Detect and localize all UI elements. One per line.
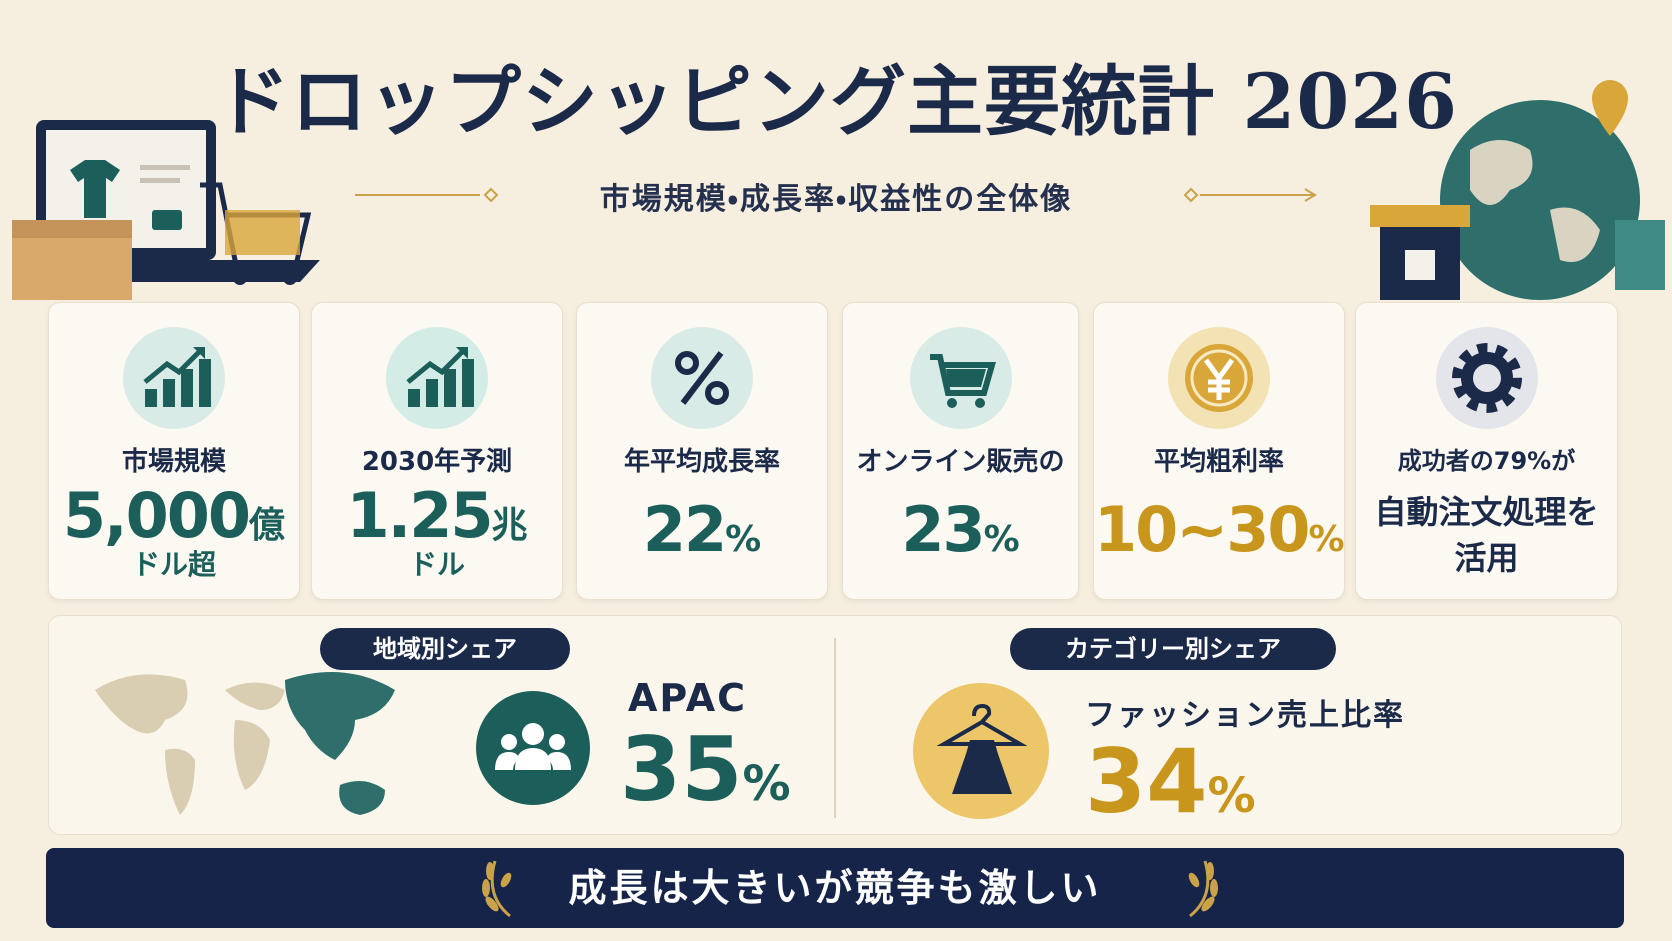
stat-card: 成功者の79%が 自動注文処理を 活用 <box>1355 302 1618 600</box>
card-line: 自動注文処理を <box>1374 493 1599 531</box>
card-label: 2030年予測 <box>361 447 513 477</box>
unit: % <box>1308 519 1345 560</box>
yen-icon <box>1168 327 1270 429</box>
card-value: 23% <box>843 493 1078 566</box>
cart-icon <box>909 327 1012 429</box>
stat-card: 市場規模 5,000億 ドル超 <box>48 302 300 600</box>
unit: 兆 <box>491 505 528 546</box>
footer-banner: 成長は大きいが競争も激しい <box>46 848 1624 928</box>
laurel-right <box>1188 860 1218 918</box>
gear-icon <box>1435 327 1538 429</box>
unit: % <box>1207 768 1256 824</box>
unit: % <box>983 519 1020 560</box>
stat-card: 年平均成長率 22% <box>576 302 828 600</box>
chart-icon <box>123 327 225 429</box>
unit: % <box>742 756 791 812</box>
stat-card: オンライン販売の 23% <box>842 302 1079 600</box>
dress-icon <box>913 683 1049 819</box>
category-value: 34% <box>1085 730 1256 833</box>
region-value: 35% <box>620 718 791 821</box>
title: ドロップシッピング主要統計 2026 <box>214 57 1458 146</box>
laurel-left <box>482 860 512 918</box>
subtitle: 市場規模・成長率・収益性の全体像 <box>599 182 1073 217</box>
value: 1.25 <box>346 479 494 552</box>
value: 22 <box>642 493 727 566</box>
world-map <box>95 672 395 815</box>
category-label: ファッション売上比率 <box>1085 698 1405 733</box>
category-badge: カテゴリー別シェア <box>1010 628 1336 670</box>
value: 35 <box>620 718 743 821</box>
value: 5,000 <box>62 479 251 552</box>
percent-icon <box>651 327 753 429</box>
region-badge: 地域別シェア <box>320 628 570 670</box>
card-line: 成功者の79%が <box>1397 447 1576 475</box>
card-value: 22% <box>577 493 827 566</box>
stat-card: 2030年予測 1.25兆 ドル <box>311 302 563 600</box>
card-suffix: ドル超 <box>131 548 216 581</box>
divider <box>834 638 836 818</box>
value: 10~30 <box>1094 493 1311 566</box>
card-value: 5,000億 <box>49 479 299 552</box>
stat-card: 平均粗利率 10~30% <box>1093 302 1345 600</box>
card-suffix: ドル <box>408 548 465 581</box>
card-label: 年平均成長率 <box>623 447 780 477</box>
region-label: APAC <box>628 676 748 720</box>
unit: % <box>725 519 762 560</box>
laptop-illustration <box>12 120 320 300</box>
chart-icon <box>386 327 488 429</box>
value: 34 <box>1085 730 1208 833</box>
subtitle-rules <box>355 187 1317 203</box>
value: 23 <box>901 493 985 566</box>
card-line: 活用 <box>1454 539 1519 577</box>
card-label: オンライン販売の <box>856 447 1065 477</box>
card-label: 市場規模 <box>121 447 226 477</box>
card-value: 10~30% <box>1094 493 1345 566</box>
globe-illustration <box>1370 80 1665 300</box>
card-value: 1.25兆 <box>312 479 562 552</box>
people-icon <box>476 691 590 805</box>
unit: 億 <box>249 505 286 546</box>
card-label: 平均粗利率 <box>1153 447 1284 477</box>
